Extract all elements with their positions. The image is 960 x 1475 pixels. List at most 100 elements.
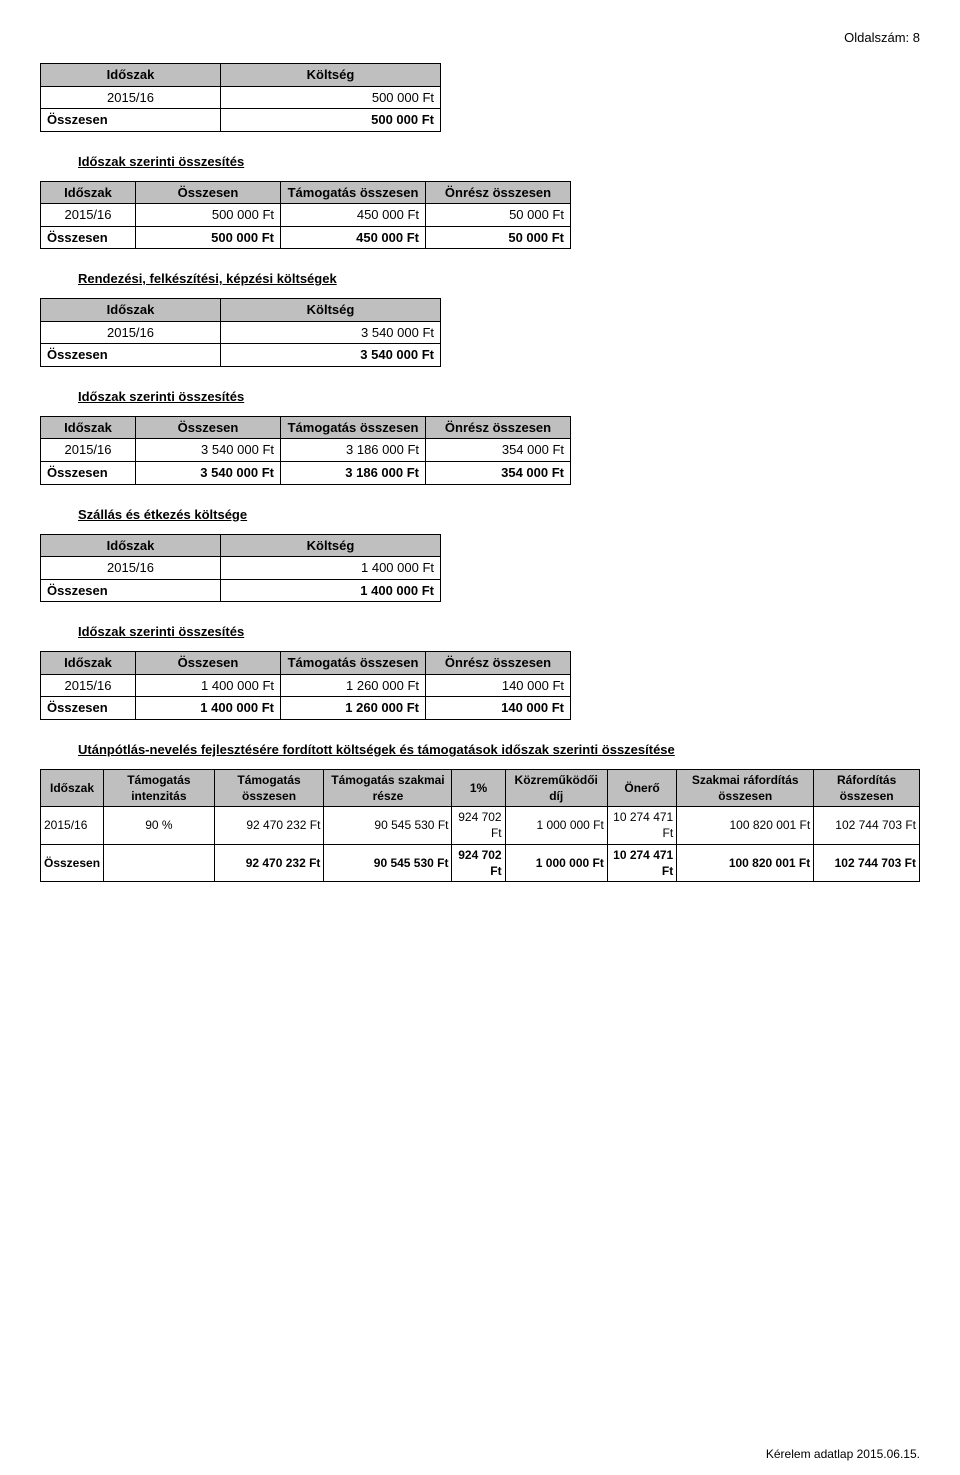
cell: 3 540 000 Ft xyxy=(136,462,281,485)
th-idoszak: Időszak xyxy=(41,769,104,806)
th-idoszak: Időszak xyxy=(41,534,221,557)
th-koltseg: Költség xyxy=(221,299,441,322)
table-row: 2015/16 500 000 Ft 450 000 Ft 50 000 Ft xyxy=(41,204,571,227)
summary-table-2: Időszak Összesen Támogatás összesen Önré… xyxy=(40,416,571,485)
cell-total-cost: 500 000 Ft xyxy=(221,109,441,132)
th-onresz: Önrész összesen xyxy=(426,181,571,204)
cell: 1 400 000 Ft xyxy=(221,579,441,602)
cell: 100 820 001 Ft xyxy=(677,844,814,881)
cell xyxy=(104,844,215,881)
table-row: 2015/16 3 540 000 Ft 3 186 000 Ft 354 00… xyxy=(41,439,571,462)
cell: 2015/16 xyxy=(41,807,104,844)
table-row-total: Összesen 500 000 Ft 450 000 Ft 50 000 Ft xyxy=(41,226,571,249)
cell: 140 000 Ft xyxy=(426,674,571,697)
th-tam-szak: Támogatás szakmai része xyxy=(324,769,452,806)
section-title-summary-3: Időszak szerinti összesítés xyxy=(78,624,920,639)
th-kozre: Közreműködői díj xyxy=(505,769,607,806)
cell: 102 744 703 Ft xyxy=(814,844,920,881)
cell: 3 540 000 Ft xyxy=(221,344,441,367)
cell: 1 260 000 Ft xyxy=(281,697,426,720)
th-onresz: Önrész összesen xyxy=(426,416,571,439)
cost-table-2: Időszak Költség 2015/16 3 540 000 Ft Öss… xyxy=(40,298,441,367)
cell-cost: 500 000 Ft xyxy=(221,86,441,109)
th-idoszak: Időszak xyxy=(41,64,221,87)
th-onresz: Önrész összesen xyxy=(426,652,571,675)
th-osszesen: Összesen xyxy=(136,416,281,439)
table-row-total: Összesen 1 400 000 Ft 1 260 000 Ft 140 0… xyxy=(41,697,571,720)
th-osszesen: Összesen xyxy=(136,652,281,675)
section-title-summary-2: Időszak szerinti összesítés xyxy=(78,389,920,404)
cell: 10 274 471 Ft xyxy=(607,807,676,844)
cell-total-label: Összesen xyxy=(41,109,221,132)
table-row-total: Összesen 1 400 000 Ft xyxy=(41,579,441,602)
cell: 354 000 Ft xyxy=(426,439,571,462)
section-title-summary-1: Időszak szerinti összesítés xyxy=(78,154,920,169)
page-number: Oldalszám: 8 xyxy=(40,30,920,45)
cell: 3 540 000 Ft xyxy=(221,321,441,344)
table-row: 2015/16 1 400 000 Ft 1 260 000 Ft 140 00… xyxy=(41,674,571,697)
cell: 92 470 232 Ft xyxy=(214,807,324,844)
summary-table-1: Időszak Összesen Támogatás összesen Önré… xyxy=(40,181,571,250)
cell: 1 000 000 Ft xyxy=(505,807,607,844)
cell: 3 540 000 Ft xyxy=(136,439,281,462)
cell: 140 000 Ft xyxy=(426,697,571,720)
th-intenzitas: Támogatás intenzitás xyxy=(104,769,215,806)
cell: 102 744 703 Ft xyxy=(814,807,920,844)
cell: 924 702 Ft xyxy=(452,807,505,844)
th-raf-ossz: Ráfordítás összesen xyxy=(814,769,920,806)
th-1pct: 1% xyxy=(452,769,505,806)
cell: 2015/16 xyxy=(41,557,221,580)
th-idoszak: Időszak xyxy=(41,299,221,322)
cell: Összesen xyxy=(41,697,136,720)
footer-text: Kérelem adatlap 2015.06.15. xyxy=(766,1447,920,1461)
table-row-total: Összesen 3 540 000 Ft 3 186 000 Ft 354 0… xyxy=(41,462,571,485)
cell: Összesen xyxy=(41,462,136,485)
cell: Összesen xyxy=(41,844,104,881)
utanpotlas-table: Időszak Támogatás intenzitás Támogatás ö… xyxy=(40,769,920,882)
cell: 2015/16 xyxy=(41,321,221,344)
cost-table-1: Időszak Költség 2015/16 500 000 Ft Össze… xyxy=(40,63,441,132)
cell: 500 000 Ft xyxy=(136,226,281,249)
cell: Összesen xyxy=(41,226,136,249)
table-row-total: Összesen 3 540 000 Ft xyxy=(41,344,441,367)
cell: 1 400 000 Ft xyxy=(136,697,281,720)
section-title-rendezesi: Rendezési, felkészítési, képzési költség… xyxy=(78,271,920,286)
cost-table-3: Időszak Költség 2015/16 1 400 000 Ft Öss… xyxy=(40,534,441,603)
cell: 2015/16 xyxy=(41,674,136,697)
cell: 1 400 000 Ft xyxy=(221,557,441,580)
th-idoszak: Időszak xyxy=(41,652,136,675)
table-row: 2015/16 3 540 000 Ft xyxy=(41,321,441,344)
cell: 50 000 Ft xyxy=(426,226,571,249)
cell: 500 000 Ft xyxy=(136,204,281,227)
cell: 2015/16 xyxy=(41,204,136,227)
th-tam-ossz: Támogatás összesen xyxy=(214,769,324,806)
cell: 3 186 000 Ft xyxy=(281,462,426,485)
th-tamogatas: Támogatás összesen xyxy=(281,416,426,439)
th-onero: Önerő xyxy=(607,769,676,806)
cell: 450 000 Ft xyxy=(281,204,426,227)
cell: 924 702 Ft xyxy=(452,844,505,881)
th-koltseg: Költség xyxy=(221,534,441,557)
table-row: 2015/16 90 % 92 470 232 Ft 90 545 530 Ft… xyxy=(41,807,920,844)
section-title-utanpotlas: Utánpótlás-nevelés fejlesztésére fordíto… xyxy=(78,742,920,757)
cell: 3 186 000 Ft xyxy=(281,439,426,462)
section-title-szallas: Szállás és étkezés költsége xyxy=(78,507,920,522)
cell: 10 274 471 Ft xyxy=(607,844,676,881)
cell: 1 260 000 Ft xyxy=(281,674,426,697)
cell: Összesen xyxy=(41,344,221,367)
cell: Összesen xyxy=(41,579,221,602)
table-row: 2015/16 500 000 Ft xyxy=(41,86,441,109)
summary-table-3: Időszak Összesen Támogatás összesen Önré… xyxy=(40,651,571,720)
cell-period: 2015/16 xyxy=(41,86,221,109)
th-idoszak: Időszak xyxy=(41,181,136,204)
cell: 1 400 000 Ft xyxy=(136,674,281,697)
cell: 90 545 530 Ft xyxy=(324,844,452,881)
table-row: 2015/16 1 400 000 Ft xyxy=(41,557,441,580)
cell: 1 000 000 Ft xyxy=(505,844,607,881)
cell: 50 000 Ft xyxy=(426,204,571,227)
cell: 100 820 001 Ft xyxy=(677,807,814,844)
table-row-total: Összesen 92 470 232 Ft 90 545 530 Ft 924… xyxy=(41,844,920,881)
cell: 90 % xyxy=(104,807,215,844)
th-osszesen: Összesen xyxy=(136,181,281,204)
cell: 354 000 Ft xyxy=(426,462,571,485)
